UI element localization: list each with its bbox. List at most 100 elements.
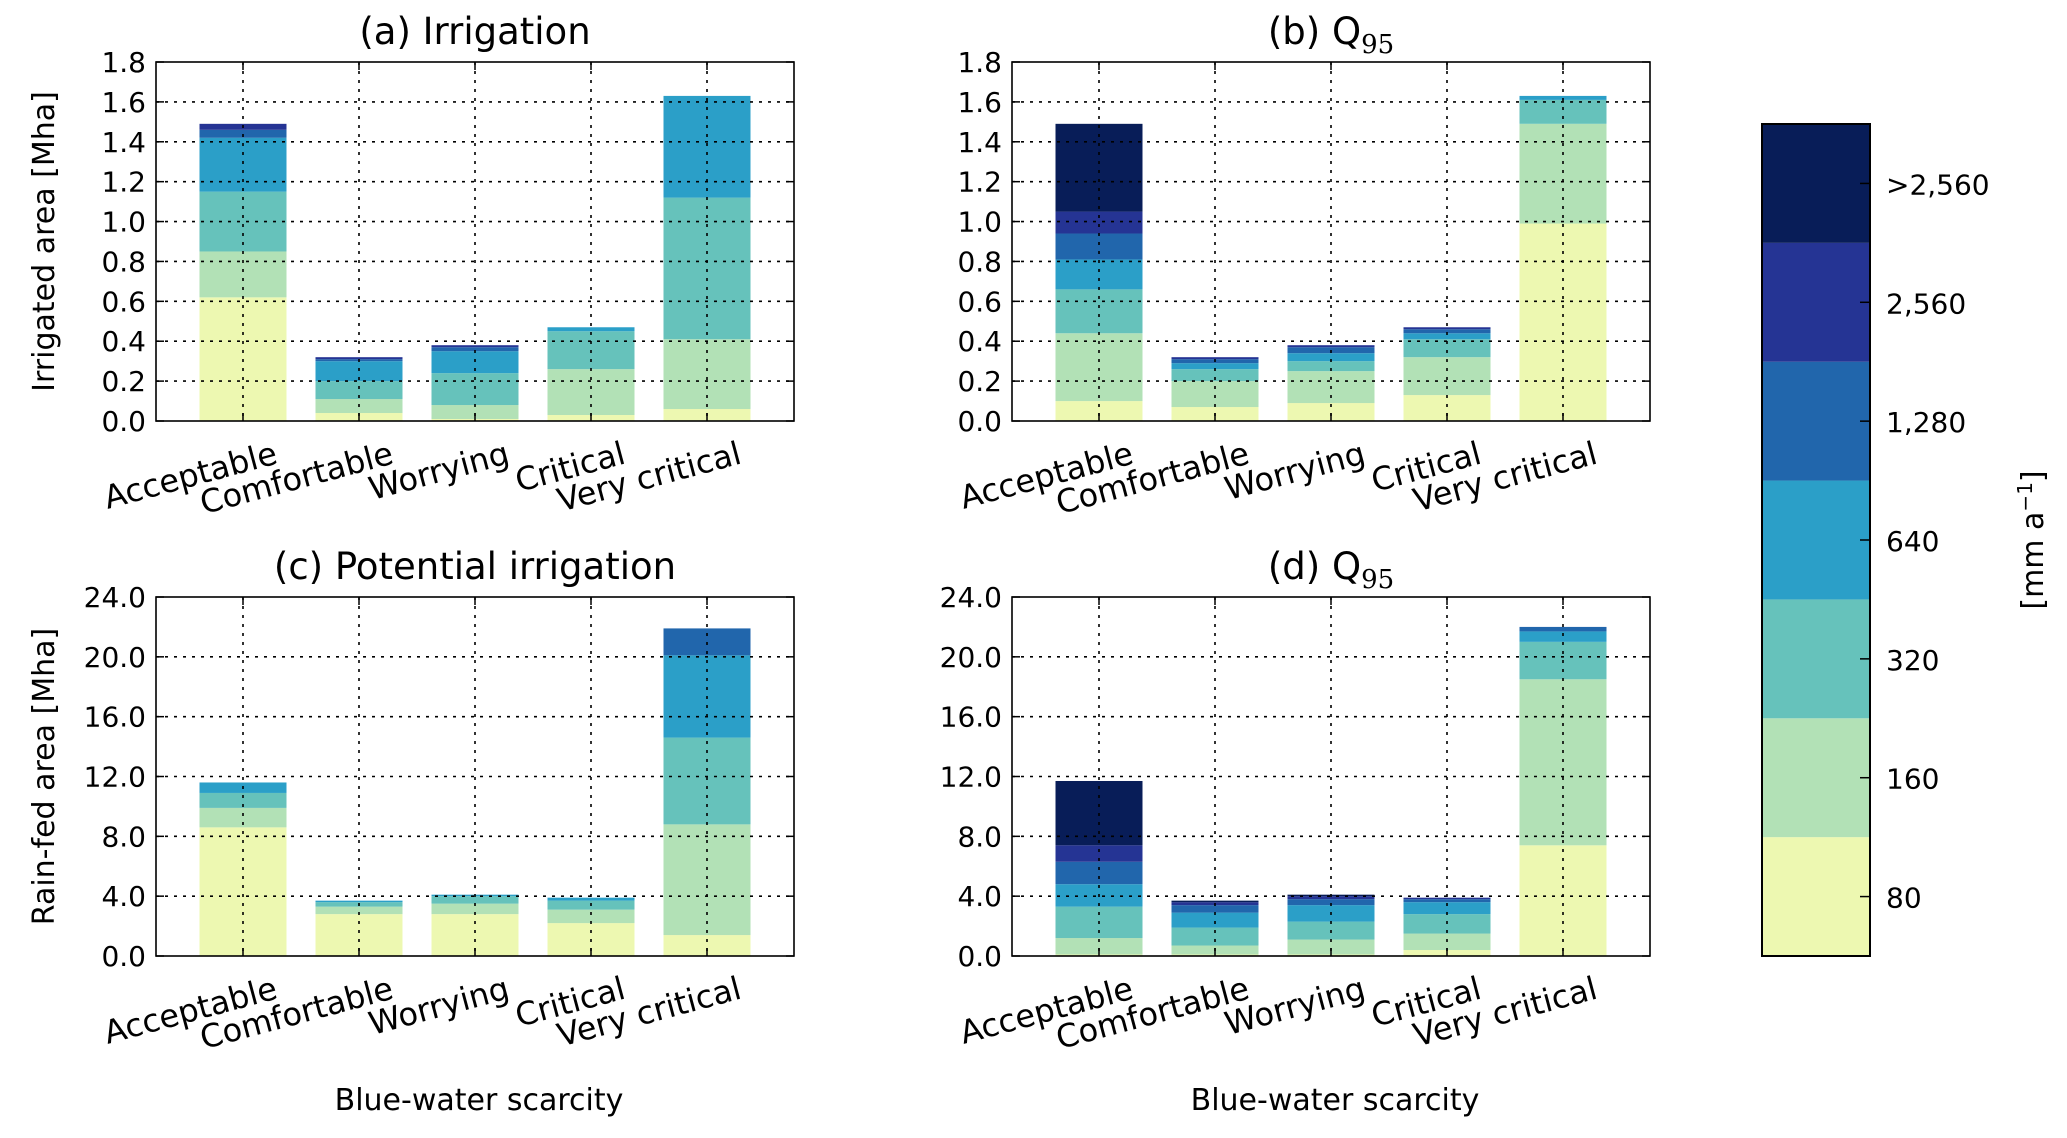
y-tick-label: 1.6	[957, 86, 1002, 119]
colorbar-label: 160	[1886, 763, 1939, 796]
x-axis-label: Blue-water scarcity	[1191, 1083, 1480, 1118]
colorbar-segment	[1762, 124, 1870, 243]
bar-segment-0-4	[1055, 861, 1143, 885]
y-tick-label: 24.0	[940, 581, 1002, 614]
bar-segment-3-3	[1403, 902, 1491, 915]
bar-segment-2-5	[1287, 345, 1375, 348]
bar-segment-0-0	[199, 827, 287, 956]
y-tick-label: 1.6	[101, 86, 146, 119]
bar-segment-1-2	[1171, 369, 1259, 382]
y-tick-label: 0.4	[957, 325, 1002, 358]
panel-title: (b) Q95	[1268, 10, 1394, 60]
bar-segment-2-5	[1287, 896, 1375, 900]
bar-segment-1-3	[315, 361, 403, 382]
y-tick-label: 0.6	[957, 285, 1002, 318]
y-tick-label: 16.0	[940, 701, 1002, 734]
bar-segment-0-4	[1055, 233, 1143, 260]
colorbar: 80 160 320 640 1,280 2,560 >2,560 [mm a−1]	[1761, 123, 2051, 957]
bar-segment-1-5	[1171, 357, 1259, 360]
y-tick-label: 16.0	[84, 701, 146, 734]
y-tick-label: 1.0	[957, 206, 1002, 239]
colorbar-label: >2,560	[1886, 168, 1990, 201]
y-tick-label: 0.2	[101, 365, 146, 398]
bar-segment-3-1	[547, 369, 635, 416]
x-axis-label: Blue-water scarcity	[335, 1083, 624, 1118]
colorbar-unit-exponent: −1	[2013, 482, 2037, 511]
bar-segment-0-2	[1055, 289, 1143, 334]
y-tick-label: 0.2	[957, 365, 1002, 398]
bar-segment-0-3	[199, 137, 287, 192]
bar-segment-2-4	[431, 347, 519, 352]
panel-title-text: (d) Q	[1268, 545, 1361, 588]
bar-segment-2-0	[1287, 403, 1375, 421]
panel-title: (d) Q95	[1268, 545, 1394, 595]
panel-title-subscript: 95	[1361, 565, 1394, 595]
y-tick-label: 0.6	[101, 285, 146, 318]
colorbar-unit-close: ]	[2016, 470, 2051, 482]
y-tick-label: 0.4	[101, 325, 146, 358]
bar-segment-2-2	[1287, 361, 1375, 372]
y-tick-label: 0.0	[957, 940, 1002, 973]
bar-segment-2-4	[1287, 899, 1375, 906]
axes-frame	[155, 61, 795, 422]
bar-segment-3-5	[1403, 897, 1491, 900]
y-axis-label: Irrigated area [Mha]	[27, 91, 62, 392]
bar-segment-1-3	[1171, 912, 1259, 928]
bar-segment-4-0	[663, 935, 751, 956]
bar-segment-3-1	[547, 909, 635, 924]
bar-segment-3-3	[547, 897, 635, 901]
panel-c: 0.04.08.012.016.020.024.0AcceptableComfo…	[27, 545, 795, 1118]
panel-d: 0.04.08.012.016.020.024.0AcceptableComfo…	[940, 545, 1651, 1118]
y-tick-label: 24.0	[84, 581, 146, 614]
bar-segment-0-5	[1055, 211, 1143, 234]
y-tick-label: 8.0	[101, 820, 146, 853]
colorbar-segment	[1762, 242, 1870, 362]
panel-a: 0.00.20.40.60.81.01.21.41.61.8Acceptable…	[27, 10, 795, 522]
y-tick-label: 4.0	[957, 880, 1002, 913]
bar-segment-4-2	[1519, 99, 1607, 124]
bar-segment-4-3	[1519, 95, 1607, 100]
y-tick-label: 20.0	[940, 641, 1002, 674]
y-axis-label: Rain-fed area [Mha]	[27, 628, 62, 925]
y-tick-label: 0.8	[957, 245, 1002, 278]
bar-segment-4-2	[663, 197, 751, 340]
y-tick-label: 1.4	[957, 126, 1002, 159]
bar-segment-0-1	[199, 251, 287, 298]
bar-segment-3-2	[1403, 339, 1491, 358]
colorbar-label: 1,280	[1886, 406, 1966, 439]
colorbar-label: 80	[1886, 882, 1922, 915]
colorbar-segment	[1762, 361, 1870, 481]
y-tick-label: 1.8	[101, 46, 146, 79]
colorbar-unit-label: [mm a−1]	[2013, 470, 2051, 609]
bar-segment-0-5	[1055, 845, 1143, 862]
bar-segment-0-4	[199, 129, 287, 138]
bar-segment-1-2	[315, 381, 403, 400]
colorbar-label: 640	[1886, 525, 1939, 558]
bar-segment-1-2	[1171, 927, 1259, 946]
y-tick-label: 12.0	[940, 761, 1002, 794]
colorbar-label: 320	[1886, 644, 1939, 677]
bar-segment-0-2	[199, 792, 287, 808]
bar-segment-4-4	[1519, 626, 1607, 632]
bar-segment-4-3	[1519, 631, 1607, 642]
bar-segment-3-3	[547, 327, 635, 332]
colorbar-segment	[1762, 718, 1870, 838]
bar-segment-1-1	[1171, 381, 1259, 408]
axes-frame	[155, 596, 795, 957]
bar-segment-3-3	[1403, 333, 1491, 340]
y-tick-label: 0.0	[957, 405, 1002, 438]
y-tick-label: 1.2	[957, 166, 1002, 199]
bar-segment-3-5	[1403, 327, 1491, 330]
axes-frame	[1011, 61, 1651, 422]
colorbar-segment	[1762, 837, 1870, 956]
bar-segment-2-2	[431, 896, 519, 904]
bar-segment-1-3	[315, 900, 403, 903]
panel-title: (c) Potential irrigation	[274, 545, 676, 588]
bar-segment-0-3	[1055, 259, 1143, 290]
panel-b: 0.00.20.40.60.81.01.21.41.61.8Acceptable…	[956, 10, 1651, 522]
bar-segment-0-1	[1055, 938, 1143, 955]
bar-segment-2-3	[1287, 353, 1375, 362]
panel-title-text: (b) Q	[1268, 10, 1361, 53]
bar-segment-4-4	[663, 628, 751, 656]
